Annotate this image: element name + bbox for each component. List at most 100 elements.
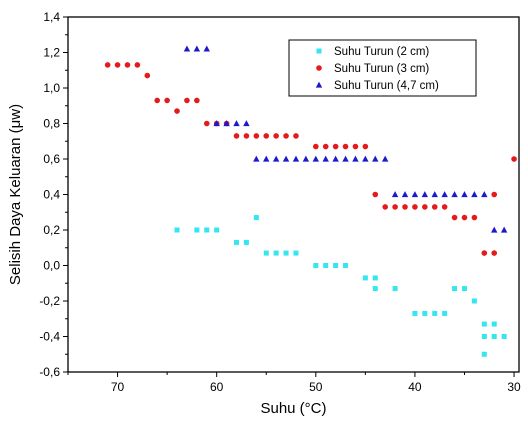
data-point [323,263,329,268]
data-point [362,275,368,281]
y-axis-title: Selisih Daya Keluaran (μw) [7,104,24,285]
data-point [144,72,151,79]
data-point [283,133,289,139]
y-tick-label: 1,4 [43,10,60,24]
legend: Suhu Turun (2 cm) Suhu Turun (3 cm) Suhu T… [288,39,477,97]
data-point [104,62,111,68]
data-point [511,156,517,162]
data-point [273,133,279,139]
data-point [412,204,418,210]
axes-layer: -0,6 -0,4 -0,2 0,0 0,2 0,4 0,6 0,8 1,0 1,2 1,4 70 60… [39,10,521,394]
data-point [322,155,329,162]
data-point [193,45,201,52]
data-point [313,263,319,268]
data-point [471,298,477,304]
points-layer [104,45,517,357]
data-point [282,155,290,162]
data-point [461,214,468,221]
data-point [253,215,259,221]
data-point [114,62,121,68]
data-point [471,214,478,221]
data-point [422,204,428,210]
data-point [204,227,210,233]
data-point [381,155,389,162]
data-point [272,155,280,162]
data-point [352,143,359,150]
data-point [183,45,191,52]
data-point [501,334,507,339]
data-point [491,321,497,327]
data-point [412,310,418,316]
data-point [174,108,180,114]
data-point [214,227,220,233]
y-tick-label: 0,4 [43,188,60,202]
data-point [154,97,161,104]
data-point [243,133,250,139]
data-point [481,351,487,357]
data-point [343,263,349,268]
data-point [223,120,230,127]
x-tick-label: 30 [507,380,521,394]
data-point [481,250,488,256]
data-point [372,191,379,198]
y-tick-label: 1,0 [43,81,60,95]
data-point [442,310,448,316]
data-point [471,191,478,198]
data-point [342,155,349,162]
data-point [322,143,329,150]
data-point [203,45,210,52]
data-point [401,191,409,198]
data-point [164,97,170,104]
data-point [184,97,190,104]
data-point [333,263,339,268]
y-tick-label: 0,0 [43,259,60,273]
legend-marker [315,81,323,88]
y-tick-label: 0,6 [43,152,60,166]
data-point [481,321,487,327]
data-point [134,62,141,68]
data-point [283,250,289,256]
data-point [431,204,438,210]
data-point [292,155,300,162]
data-point [263,155,270,162]
data-point [362,143,369,150]
data-point [441,204,448,210]
data-point [451,191,458,198]
data-point [233,120,240,127]
data-point [372,275,378,281]
legend-label: Suhu Turun (2 cm) [334,46,429,58]
x-tick-label: 70 [111,380,125,394]
data-point [194,227,200,233]
data-point [293,133,299,139]
data-point [491,191,498,198]
y-tick-label: -0,2 [39,294,60,308]
data-point [411,191,419,198]
series-1 [174,215,507,357]
data-point [253,133,260,139]
data-point [243,120,250,127]
data-point [421,191,429,198]
data-point [273,250,279,256]
data-point [302,155,310,162]
x-axis-title: Suhu (°C) [260,400,326,417]
data-point [234,239,240,245]
data-point [422,310,428,316]
data-point [392,286,398,292]
series-2 [104,62,517,256]
data-point [263,133,270,139]
x-tick-label: 50 [309,380,323,394]
data-point [253,155,260,162]
data-point [402,204,408,210]
data-point [382,204,388,210]
legend-marker [316,65,322,71]
data-point [481,191,488,198]
y-tick-label: -0,4 [39,330,60,344]
data-point [312,155,320,162]
data-point [452,286,458,292]
y-tick-label: 1,2 [43,46,60,60]
data-point [332,143,339,150]
data-point [372,155,379,162]
data-point [441,191,448,198]
data-point [203,120,210,127]
